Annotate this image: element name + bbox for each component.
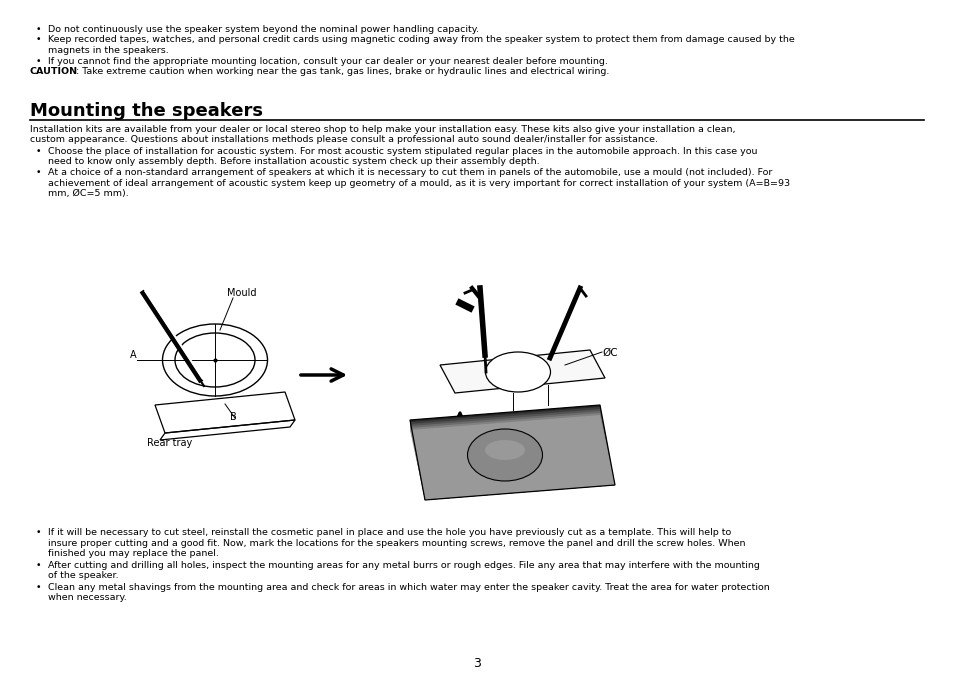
Text: Mould: Mould [227,288,256,298]
Text: magnets in the speakers.: magnets in the speakers. [48,46,169,55]
Polygon shape [410,409,615,500]
Text: ØC: ØC [601,348,617,358]
Text: Mounting the speakers: Mounting the speakers [30,102,263,120]
Polygon shape [410,415,615,500]
Text: If it will be necessary to cut steel, reinstall the cosmetic panel in place and : If it will be necessary to cut steel, re… [48,528,731,537]
Text: •: • [35,57,41,65]
Text: Rear tray: Rear tray [147,438,193,448]
Text: A: A [130,350,136,360]
Text: If you cannot find the appropriate mounting location, consult your car dealer or: If you cannot find the appropriate mount… [48,57,607,65]
Polygon shape [410,407,615,500]
Text: Installation kits are available from your dealer or local stereo shop to help ma: Installation kits are available from you… [30,125,735,134]
Text: Keep recorded tapes, watches, and personal credit cards using magnetic coding aw: Keep recorded tapes, watches, and person… [48,36,794,45]
Text: At a choice of a non-standard arrangement of speakers at which it is necessary t: At a choice of a non-standard arrangemen… [48,168,772,177]
Text: CAUTION: CAUTION [30,67,78,76]
Text: •: • [35,560,41,570]
Text: Choose the place of installation for acoustic system. For most acoustic system s: Choose the place of installation for aco… [48,147,757,156]
Text: B: B [230,412,236,422]
Text: 3: 3 [473,657,480,670]
Text: finished you may replace the panel.: finished you may replace the panel. [48,549,218,558]
Text: mm, ØC=5 mm).: mm, ØC=5 mm). [48,189,129,198]
Text: insure proper cutting and a good fit. Now, mark the locations for the speakers m: insure proper cutting and a good fit. No… [48,539,744,547]
Text: •: • [35,36,41,45]
Polygon shape [439,350,604,393]
Text: Do not continuously use the speaker system beyond the nominal power handling cap: Do not continuously use the speaker syst… [48,25,478,34]
Text: After cutting and drilling all holes, inspect the mounting areas for any metal b: After cutting and drilling all holes, in… [48,560,760,570]
Ellipse shape [467,429,542,481]
Text: •: • [35,528,41,537]
Text: •: • [35,168,41,177]
Text: need to know only assembly depth. Before installation acoustic system check up t: need to know only assembly depth. Before… [48,157,539,167]
Text: custom appearance. Questions about installations methods please consult a profes: custom appearance. Questions about insta… [30,136,658,144]
Ellipse shape [484,440,524,460]
Polygon shape [410,413,615,500]
Text: achievement of ideal arrangement of acoustic system keep up geometry of a mould,: achievement of ideal arrangement of acou… [48,178,789,188]
Text: •: • [35,25,41,34]
Text: •: • [35,583,41,591]
Text: when necessary.: when necessary. [48,593,127,602]
Text: of the speaker.: of the speaker. [48,571,118,580]
Polygon shape [410,411,615,500]
Text: : Take extreme caution when working near the gas tank, gas lines, brake or hydra: : Take extreme caution when working near… [76,67,609,76]
Polygon shape [410,405,615,500]
Ellipse shape [485,352,550,392]
Text: Clean any metal shavings from the mounting area and check for areas in which wat: Clean any metal shavings from the mounti… [48,583,769,591]
Text: •: • [35,147,41,156]
